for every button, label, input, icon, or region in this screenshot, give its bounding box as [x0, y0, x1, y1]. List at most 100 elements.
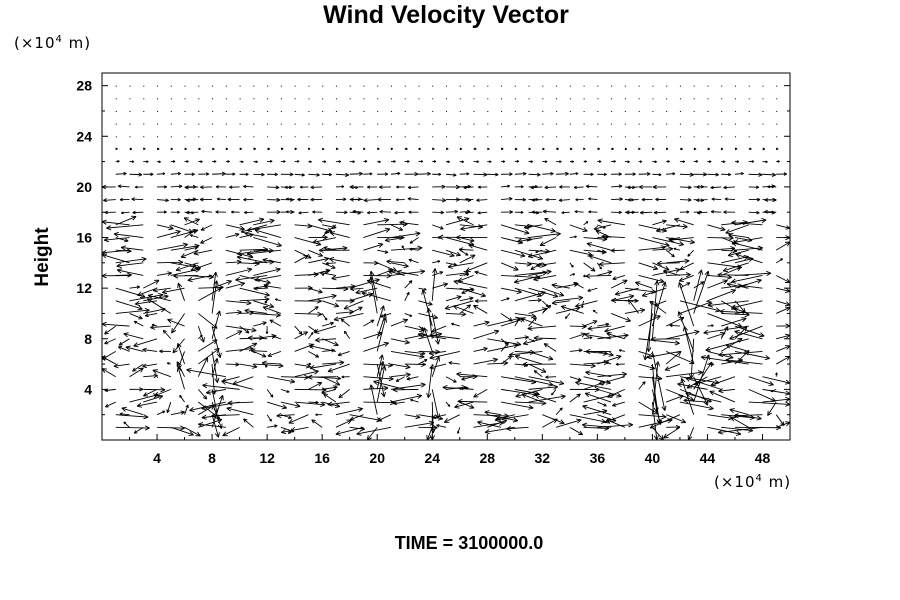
wind-vector: [308, 293, 337, 302]
wind-vector: [473, 320, 490, 327]
wind-vector: [446, 98, 447, 100]
wind-vector: [294, 271, 319, 278]
wind-vector: [607, 388, 626, 398]
wind-vector: [349, 278, 380, 289]
wind-vector: [638, 123, 640, 125]
wind-vector: [104, 338, 116, 345]
wind-vector: [186, 210, 199, 215]
wind-vector: [583, 160, 587, 163]
wind-vector: [335, 98, 337, 100]
wind-vector: [776, 136, 778, 138]
wind-vector: [624, 98, 626, 100]
wind-vector: [340, 318, 350, 327]
wind-vector: [198, 339, 218, 352]
wind-vector: [514, 171, 527, 176]
wind-vector: [244, 210, 254, 215]
wind-vector: [669, 323, 680, 328]
wind-vector: [501, 98, 503, 100]
wind-vector: [239, 342, 258, 352]
wind-vector: [432, 172, 442, 176]
wind-vector: [377, 98, 379, 100]
wind-vector: [142, 347, 158, 353]
x-tick-label: 24: [424, 450, 440, 466]
wind-vector: [352, 209, 364, 214]
wind-vector: [189, 401, 226, 413]
wind-vector: [561, 211, 570, 215]
wind-vector: [198, 85, 200, 87]
wind-vector: [432, 98, 434, 100]
wind-vector: [710, 185, 722, 190]
wind-vector: [459, 304, 472, 314]
wind-vector: [500, 147, 504, 151]
wind-vector: [294, 369, 319, 378]
wind-vector: [731, 220, 763, 226]
wind-vector: [329, 231, 350, 238]
wind-vector: [587, 287, 598, 292]
wind-vector: [542, 300, 549, 308]
wind-vector: [528, 270, 548, 276]
wind-vector: [322, 85, 324, 87]
wind-vector: [237, 249, 268, 256]
wind-vector: [703, 325, 749, 335]
wind-vector: [363, 172, 373, 176]
wind-vector: [624, 123, 626, 125]
wind-vector: [638, 160, 643, 163]
wind-vector: [473, 304, 488, 314]
x-tick-label: 4: [153, 450, 161, 466]
wind-vector: [390, 98, 392, 100]
wind-vector: [267, 98, 269, 100]
wind-vector: [418, 123, 420, 125]
wind-vector: [776, 224, 791, 230]
wind-vector: [627, 185, 639, 190]
wind-vector: [327, 363, 350, 373]
wind-vector: [170, 410, 185, 416]
wind-vector: [528, 287, 559, 298]
wind-vector: [655, 224, 681, 233]
wind-vector: [376, 354, 384, 377]
wind-vector: [429, 363, 447, 370]
wind-vector: [487, 98, 489, 100]
wind-vector: [679, 98, 681, 100]
wind-vector: [343, 330, 351, 340]
wind-vector: [432, 198, 447, 203]
wind-vector: [129, 147, 133, 151]
wind-vector: [514, 160, 520, 163]
wind-vector: [473, 136, 475, 138]
wind-vector: [263, 283, 281, 289]
wind-vector: [335, 160, 341, 163]
wind-vector: [432, 271, 444, 276]
wind-vector: [556, 85, 558, 87]
wind-vector: [569, 98, 571, 100]
wind-vector: [229, 185, 240, 189]
wind-vector: [349, 160, 355, 164]
wind-vector: [253, 321, 267, 327]
wind-vector: [776, 160, 780, 163]
wind-vector: [762, 396, 791, 403]
wind-vector: [707, 324, 714, 327]
wind-vector: [734, 98, 736, 100]
wind-vector: [555, 418, 582, 428]
wind-vector: [583, 274, 586, 278]
wind-vector: [725, 224, 749, 235]
wind-vector: [487, 136, 489, 138]
wind-vector: [167, 318, 185, 327]
wind-vector: [533, 275, 557, 282]
wind-vector: [294, 285, 313, 291]
wind-vector: [514, 147, 518, 151]
wind-vector: [604, 414, 626, 424]
wind-vector: [308, 256, 329, 264]
wind-vector: [390, 160, 396, 163]
wind-vector: [514, 335, 529, 340]
wind-vector: [528, 307, 548, 314]
wind-vector: [266, 389, 274, 398]
wind-vector: [776, 333, 791, 340]
wind-vector: [448, 361, 460, 365]
wind-vector: [253, 237, 282, 248]
wind-vector: [723, 210, 735, 215]
wind-vector: [325, 261, 336, 266]
wind-vector: [569, 110, 571, 112]
wind-vector: [721, 136, 723, 138]
wind-vector: [106, 224, 144, 231]
wind-vector: [762, 136, 764, 138]
wind-vector: [280, 98, 282, 100]
